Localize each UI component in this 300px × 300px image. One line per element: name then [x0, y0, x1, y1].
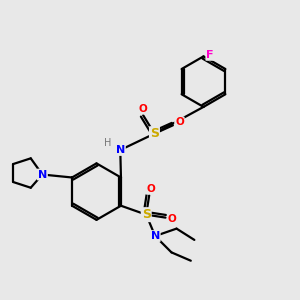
- Text: O: O: [139, 104, 148, 114]
- Text: F: F: [206, 50, 214, 60]
- Text: S: S: [142, 208, 151, 221]
- Text: N: N: [151, 231, 160, 241]
- Text: N: N: [38, 169, 47, 179]
- Text: O: O: [168, 214, 176, 224]
- Text: O: O: [175, 117, 184, 128]
- Text: H: H: [104, 139, 112, 148]
- Text: O: O: [146, 184, 155, 194]
- Text: N: N: [116, 145, 125, 155]
- Text: S: S: [150, 127, 159, 140]
